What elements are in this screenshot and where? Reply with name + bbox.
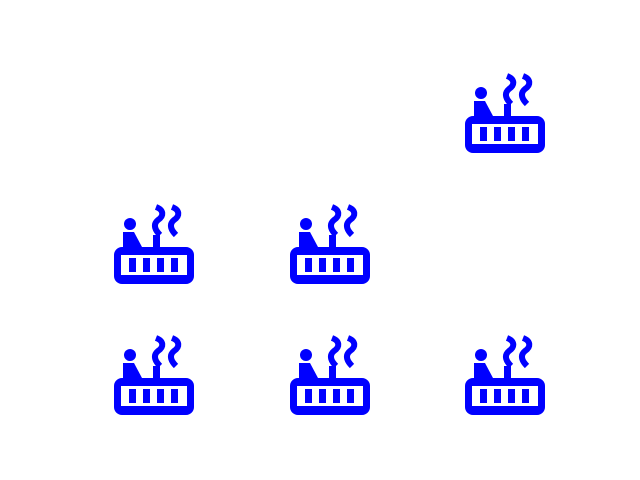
hot-tub-icon[interactable] [288,201,372,285]
hot-tub-icon[interactable] [112,332,196,416]
hot-tub-icon[interactable] [112,201,196,285]
hot-tub-icon[interactable] [463,70,547,154]
hot-tub-icon[interactable] [288,332,372,416]
hot-tub-icon[interactable] [463,332,547,416]
